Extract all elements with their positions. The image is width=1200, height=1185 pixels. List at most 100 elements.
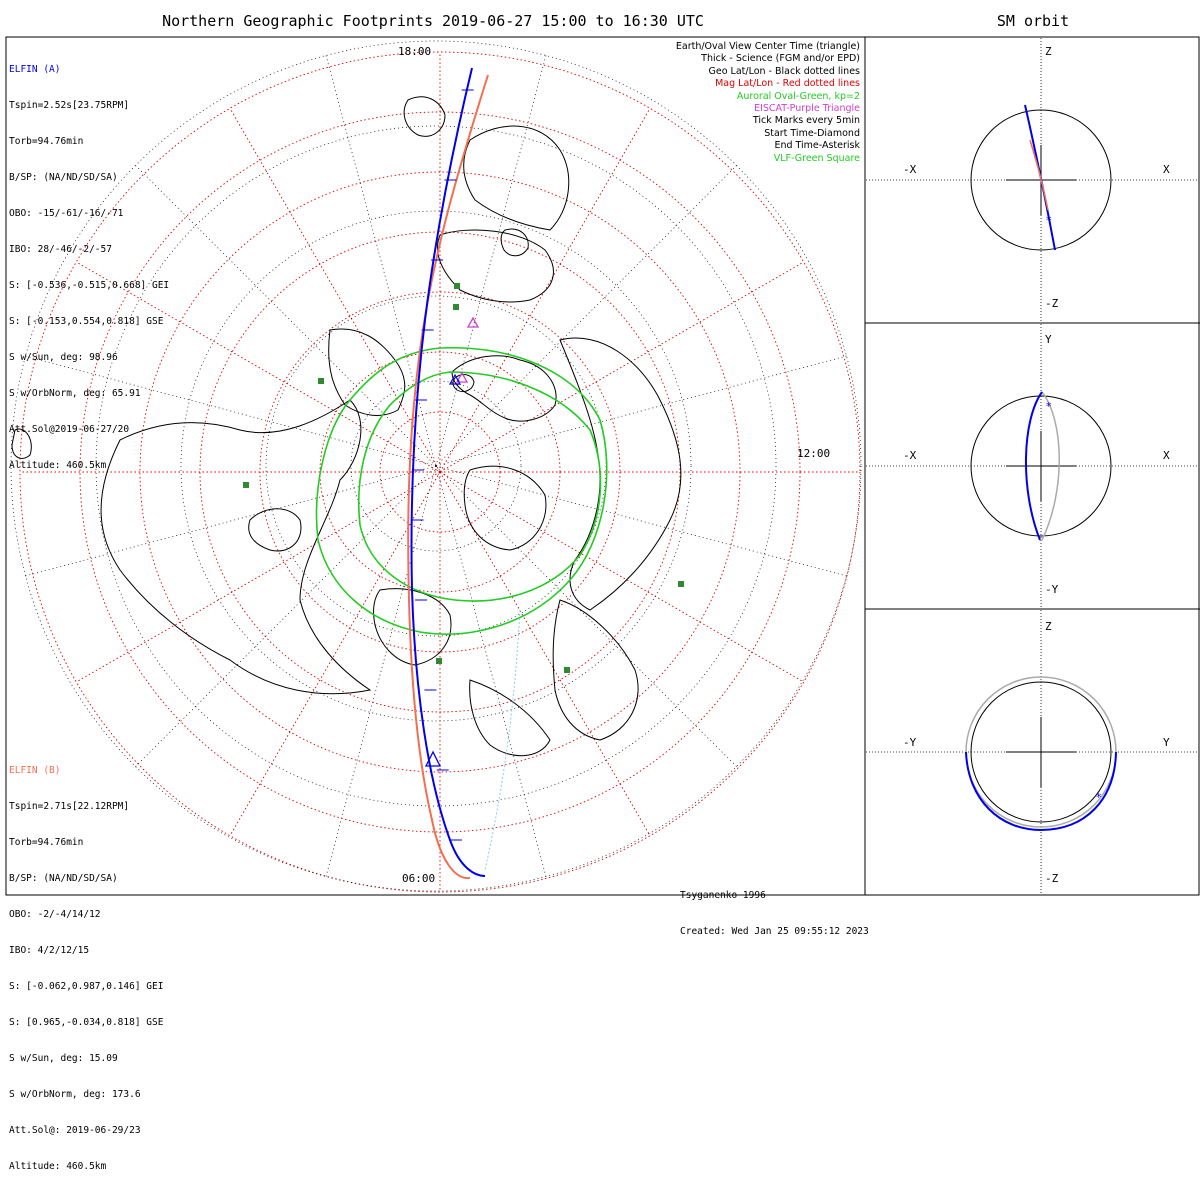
mag-lat-circle (19, 51, 861, 893)
elfin-a-line: S w/Sun, deg: 98.96 (9, 352, 118, 363)
sm-panel-frame (864, 36, 1200, 896)
geo-lon-line (435, 465, 847, 577)
vlf-square (318, 378, 324, 384)
elfin-b-line: Torb=94.76min (9, 837, 84, 848)
mag-lon-line (439, 261, 804, 473)
sm-p1-bottom: -Z (1045, 297, 1059, 310)
elfin-b-line: B/SP: (NA/ND/SD/SA) (9, 873, 118, 884)
earth-circle (970, 681, 1112, 823)
map-markers (243, 283, 684, 767)
mag-lon-line (76, 471, 441, 683)
sm-p1-left: -X (903, 163, 917, 176)
plot-title: Northern Geographic Footprints 2019-06-2… (162, 12, 704, 30)
geo-lon-line (435, 355, 847, 467)
elfin-a-line: Torb=94.76min (9, 136, 84, 147)
elfin-a-line: Tspin=2.52s[23.75RPM] (9, 100, 130, 111)
model-label: Tsyganenko-1996 (680, 890, 766, 901)
vlf-square (436, 658, 442, 664)
elfin-a-center-triangle (424, 750, 442, 767)
auroral-oval-outer (315, 346, 608, 635)
geo-lon-line (135, 165, 437, 467)
auroral-ovals (315, 346, 608, 635)
coast-hudson-bay (248, 508, 302, 552)
legend-item: Auroral Oval-Green, kp=2 (736, 90, 860, 102)
sm-p3-left: -Y (903, 736, 917, 749)
geo-lon-line (25, 355, 437, 467)
vlf-square (454, 283, 460, 289)
geo-lat-circle (265, 295, 607, 637)
elfin-a-line: Altitude: 460.5km (9, 460, 107, 471)
vlf-square (453, 304, 459, 310)
sm-orbit-a-xz (1024, 104, 1056, 251)
geo-lon-line (325, 55, 437, 467)
coast-asia-east (552, 599, 639, 741)
sm-panel-2: * (866, 324, 1198, 608)
elfin-a-track-extension (484, 609, 521, 871)
sm-p3-bottom: -Z (1045, 872, 1059, 885)
coast-europe (463, 125, 570, 231)
geo-lat-circle (180, 210, 692, 722)
vlf-square (243, 482, 249, 488)
mag-lon-line (439, 471, 804, 683)
coast-greenland (451, 355, 557, 422)
elfin-a-footprint-track (410, 67, 486, 877)
coast-siberia-islands (463, 465, 547, 551)
earth-circle (970, 109, 1112, 251)
mag-lon-line (229, 108, 441, 473)
vlf-square (564, 667, 570, 673)
sm-p3-right: Y (1163, 736, 1170, 749)
sm-orbit-a-end-asterisk: * (1096, 791, 1102, 804)
geo-lon-line (435, 55, 547, 467)
elfin-a-info: ELFIN (A) Tspin=2.52s[23.75RPM] Torb=94.… (9, 40, 169, 484)
elfin-b-line: Att.Sol@: 2019-06-29/23 (9, 1125, 141, 1136)
legend-item: EISCAT-Purple Triangle (754, 103, 860, 115)
sm-panel-1: * (866, 38, 1198, 322)
eiscat-triangle-2 (455, 371, 469, 383)
legend-item: Geo Lat/Lon - Black dotted lines (708, 65, 860, 77)
eiscat-triangle (466, 316, 480, 328)
elfin-b-line: OBO: -2/-4/14/12 (9, 909, 101, 920)
track-tick-marks (411, 89, 474, 841)
elfin-a-line: S: [-0.153,0.554,0.818] GSE (9, 316, 164, 327)
legend-item: VLF-Green Square (773, 152, 860, 164)
sm-orbit-a-end-asterisk: * (1046, 214, 1052, 227)
legend-item: Earth/Oval View Center Time (triangle) (675, 41, 860, 52)
mag-latlon-grid (19, 51, 861, 893)
sm-orbit-b-xy (1041, 391, 1060, 541)
legend-item: Thick - Science (FGM and/or EPD) (701, 53, 860, 65)
elfin-a-name: ELFIN (A) (9, 64, 61, 75)
footprint-map-svg: * * * (5, 36, 1200, 896)
map-label-top: 18:00 (398, 45, 432, 58)
elfin-a-line: Att.Sol@2019-06-27/20 (9, 424, 130, 435)
coast-uk-iceland (403, 96, 446, 137)
map-label-bottom: 06:00 (402, 872, 436, 885)
sm-orbit-title: SM orbit (996, 12, 1070, 30)
sm-p2-top: Y (1045, 333, 1052, 346)
geo-lat-circle (10, 40, 862, 892)
geo-lon-line (435, 165, 737, 467)
coast-west-edge (11, 428, 32, 459)
elfin-b-line: S w/Sun, deg: 15.09 (9, 1053, 118, 1064)
sm-orbit-b-xz (1029, 139, 1049, 211)
sm-p2-right: X (1163, 449, 1170, 462)
geo-lat-circle (350, 380, 522, 552)
geo-lon-line (325, 465, 437, 877)
sm-p2-bottom: -Y (1045, 583, 1059, 596)
sm-orbit-a-xy (1024, 391, 1043, 541)
elfin-b-line: S: [0.965,-0.034,0.818] GSE (9, 1017, 164, 1028)
legend: Earth/Oval View Center Time (triangle) T… (676, 41, 860, 165)
geo-lon-line (135, 465, 437, 767)
legend-item: End Time-Asterisk (774, 140, 860, 152)
geo-lon-line (435, 465, 737, 767)
elfin-b-line: Altitude: 460.5km (9, 1161, 107, 1172)
sm-p1-top: Z (1045, 45, 1052, 58)
vlf-square (678, 581, 684, 587)
sm-p1-right: X (1163, 163, 1170, 176)
map-label-right: 12:00 (797, 447, 831, 460)
credit-block: Tsyganenko-1996 Created: Wed Jan 25 09:5… (680, 866, 869, 950)
legend-item: Start Time-Diamond (764, 127, 860, 139)
sm-orbit-a-yz (965, 751, 1117, 832)
geo-lon-line (25, 465, 437, 577)
coast-scandinavia (437, 229, 554, 303)
elfin-b-footprint-track (407, 74, 489, 880)
